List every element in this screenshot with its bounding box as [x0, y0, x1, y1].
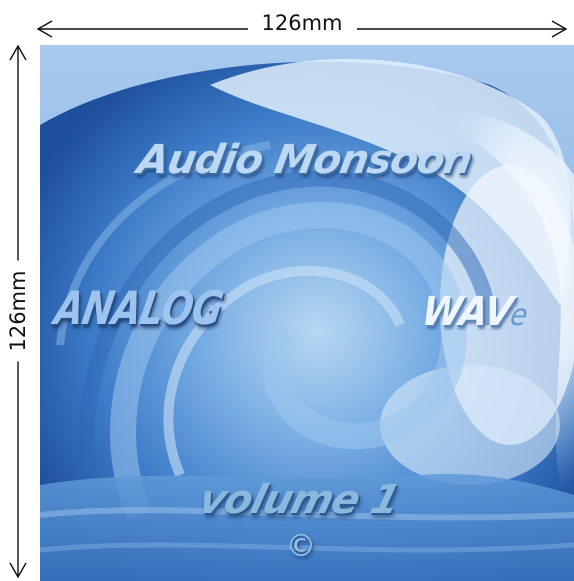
title-wave-main: WAV	[418, 289, 516, 335]
title-wave: WAVe	[419, 289, 531, 335]
height-dimension-label: 126mm	[5, 260, 31, 362]
album-cover: Audio Monsoon ANALOG WAVe volume 1 ©	[40, 45, 574, 581]
height-dimension: 126mm	[0, 44, 36, 579]
copyright-icon: ©	[286, 529, 316, 564]
width-dimension: 126mm	[36, 10, 568, 38]
brand-name: Audio Monsoon	[133, 137, 476, 183]
title-analog: ANALOG	[50, 281, 227, 335]
width-dimension-label: 126mm	[247, 11, 357, 35]
volume-label: volume 1	[194, 477, 405, 523]
ocean-wave-image	[40, 45, 574, 581]
